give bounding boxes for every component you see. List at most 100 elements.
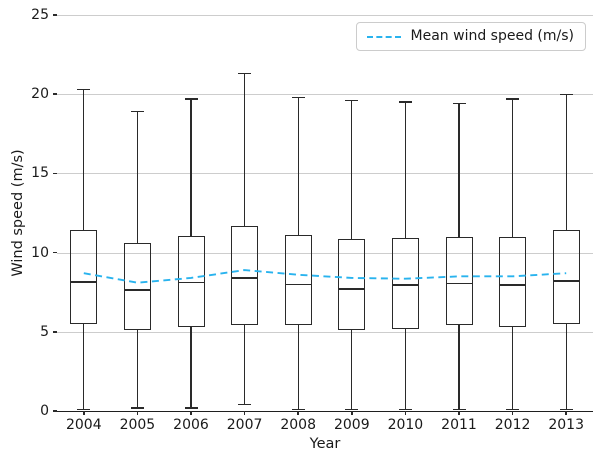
median-2006 [177,281,205,284]
box-2005 [123,243,151,331]
whisker-cap-bottom-2011 [452,408,466,411]
whisker-lower-2009 [351,330,353,410]
whisker-cap-bottom-2013 [559,408,573,411]
whisker-lower-2008 [297,325,299,410]
x-tick-label: 2004 [65,417,102,433]
box-2011 [445,236,473,325]
whisker-cap-top-2008 [291,96,305,99]
x-tick-mark [565,411,567,415]
box-2008 [284,235,312,326]
whisker-lower-2012 [511,327,514,410]
whisker-upper-2013 [565,94,567,231]
box-2006 [177,235,205,328]
y-tick-mark [53,93,57,95]
whisker-upper-2012 [511,98,514,237]
whisker-cap-bottom-2005 [130,407,144,409]
x-tick-mark [404,411,407,415]
median-2010 [391,284,419,286]
median-2007 [231,277,259,279]
whisker-lower-2005 [136,330,139,408]
x-tick-label: 2013 [548,417,585,433]
x-tick-mark [297,411,299,415]
whisker-upper-2007 [243,73,246,226]
box-2012 [499,236,527,328]
x-tick-label: 2010 [387,417,424,433]
plot-area: Mean wind speed (m/s) 0 5 10 15 20 25 2004 2005… [31,8,593,432]
y-tick-label: 5 [40,323,49,340]
median-2013 [552,280,580,282]
whisker-upper-2009 [351,100,353,240]
whisker-lower-2013 [565,323,567,410]
x-tick-label: 2008 [280,417,317,433]
whisker-upper-2010 [404,102,407,239]
whisker-lower-2006 [190,327,192,408]
box-2013 [552,230,580,324]
median-2005 [123,289,151,291]
whisker-cap-top-2011 [452,103,466,105]
x-tick-mark [136,411,139,415]
median-2011 [445,282,473,285]
median-2009 [338,288,366,290]
x-tick-label: 2007 [226,417,263,433]
legend-label: Mean wind speed (m/s) [410,28,574,44]
whisker-upper-2008 [297,97,299,236]
box-2007 [231,225,259,326]
x-tick-label: 2009 [333,417,370,433]
whisker-cap-bottom-2008 [291,408,305,411]
y-gridline [57,252,593,254]
y-tick-mark [53,251,57,254]
x-tick-mark [190,411,192,415]
whisker-cap-bottom-2010 [398,408,412,411]
box-2009 [338,239,366,331]
y-tick-label: 25 [31,7,49,23]
legend: Mean wind speed (m/s) [355,22,586,52]
x-tick-mark [511,411,514,415]
mean-line-svg [83,269,567,284]
y-gridline [57,15,593,16]
whisker-cap-top-2004 [77,88,91,91]
whisker-cap-top-2007 [238,72,252,75]
whisker-cap-bottom-2004 [77,408,91,411]
whisker-cap-top-2006 [184,98,198,100]
y-gridline [57,331,593,333]
y-tick-label: 0 [40,403,49,419]
legend-dashed-line-icon [366,35,401,38]
whisker-cap-top-2005 [130,110,144,113]
y-tick-label: 15 [31,165,49,182]
box-2010 [391,238,419,329]
x-tick-label: 2011 [441,417,477,433]
whisker-cap-bottom-2009 [345,408,359,411]
whisker-cap-bottom-2006 [184,407,198,409]
box-2004 [70,230,98,324]
y-axis-label: Wind speed (m/s) [10,149,26,277]
x-tick-mark [243,411,246,415]
whisker-upper-2011 [458,103,460,237]
whisker-upper-2004 [83,89,85,231]
median-2008 [284,283,312,285]
x-tick-label: 2005 [119,417,156,433]
whisker-lower-2004 [83,323,85,410]
y-tick-mark [53,410,57,412]
median-2012 [499,284,527,286]
y-tick-mark [53,331,57,333]
whisker-cap-top-2013 [559,93,573,95]
x-axis-label: Year [309,436,341,452]
whisker-lower-2007 [243,325,246,405]
x-tick-label: 2012 [494,417,531,433]
whisker-cap-top-2009 [345,99,359,102]
whisker-lower-2010 [404,328,407,410]
y-tick-mark [53,172,57,175]
whisker-lower-2011 [458,324,460,410]
x-tick-mark [83,411,85,415]
median-2004 [70,281,98,283]
y-tick-label: 20 [31,86,49,103]
whisker-cap-bottom-2007 [238,403,252,406]
y-gridline [57,94,593,96]
x-tick-label: 2006 [173,417,209,433]
y-tick-mark [53,14,57,16]
whisker-upper-2005 [136,111,139,244]
whisker-upper-2006 [190,98,192,236]
y-tick-label: 10 [31,244,49,261]
y-gridline [57,173,593,175]
